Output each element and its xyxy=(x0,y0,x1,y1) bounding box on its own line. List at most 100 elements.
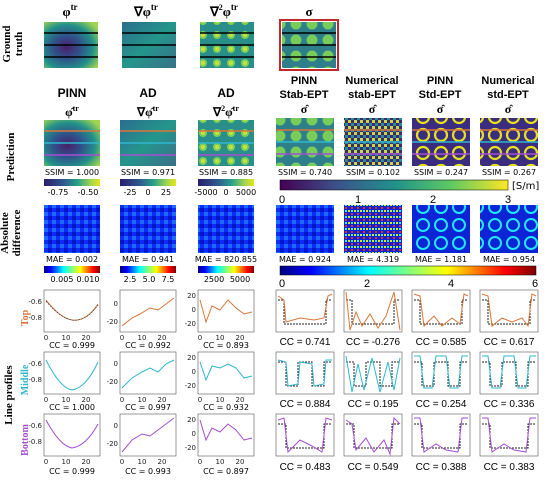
r0-c2-ytick-2: -20 xyxy=(185,320,196,328)
sigma-colorbar-tick-3: 3 xyxy=(505,194,511,206)
cc-r1-c1: CC = 0.997 xyxy=(125,403,171,412)
col-header-2-line-0: AD xyxy=(217,86,235,100)
diff-image-6 xyxy=(480,205,538,253)
col-header-3-line-1: Stab-EPT xyxy=(280,89,329,101)
r2-c1-ytick-0: 0 xyxy=(114,422,118,430)
profile-r1-c2-curve xyxy=(199,361,253,382)
diff-wide-colorbar-tick-2: 4 xyxy=(448,278,454,290)
profile-row-middle-label: Middle xyxy=(20,364,31,395)
cc-r2-c1: CC = 0.993 xyxy=(125,467,171,476)
r0-c2-ytick-1: 0 xyxy=(192,306,196,314)
diff-wide-colorbar-tick-1: 2 xyxy=(364,278,370,290)
cc-r2-c5: CC = 0.388 xyxy=(416,462,467,473)
pred-colorbar-2 xyxy=(198,179,254,186)
profile-r1-c6-curve xyxy=(482,355,536,389)
r2-c1-xtick-0: 0 xyxy=(120,458,124,466)
col-header-6-line-0: Numerical xyxy=(481,75,534,87)
row-label-ground-truth: Groundtruth xyxy=(1,25,25,62)
profile-r0-c4-curve xyxy=(345,291,401,331)
cc-r0-c1: CC = 0.992 xyxy=(125,341,171,350)
ssim-1: SSIM = 0.971 xyxy=(121,168,175,177)
gt-title-sigma: σ xyxy=(305,4,312,19)
r2-c1-xtick-1: 10 xyxy=(138,458,147,466)
col-header-2-symbol: ∇2φ̂tr xyxy=(212,104,239,119)
profile-r2-c3-curve xyxy=(277,417,333,454)
r0-c1-ytick-1: -20 xyxy=(107,318,118,326)
pred-colorbar-2-tick-2: 5000 xyxy=(236,188,256,197)
col-header-4: Numerical stab-EPT σ̂ xyxy=(345,75,398,116)
cc-r0-c2: CC = 0.893 xyxy=(203,341,249,350)
profile-r0-c3-curve xyxy=(277,293,333,323)
r1-c0-xtick-2: 20 xyxy=(82,396,91,404)
mae-6: MAE = 0.954 xyxy=(483,255,535,264)
r1-c0-xtick-1: 10 xyxy=(62,396,71,404)
profile-r1-c0 xyxy=(43,351,101,395)
col-header-0-symbol: φ̂tr xyxy=(65,104,79,119)
pred-colorbar-2-tick-0: -5000 xyxy=(194,188,217,197)
row-label-line-profiles: Line profiles xyxy=(3,365,15,425)
r0-c1-xtick-2: 20 xyxy=(158,334,167,342)
col-header-0-line-0: PINN xyxy=(58,86,87,100)
col-header-6-line-1: std-EPT xyxy=(487,89,529,101)
profile-r1-c3 xyxy=(275,351,335,395)
r2-c2-xtick-2: 20 xyxy=(236,458,245,466)
profile-r1-c5-curve xyxy=(414,355,468,389)
profile-r2-c4 xyxy=(343,413,403,457)
cc-r2-c2: CC = 0.897 xyxy=(203,467,249,476)
diff-colorbar-1-tick-2: 7.5 xyxy=(162,275,175,284)
diff-colorbar-2-tick-1: 5000 xyxy=(230,275,250,284)
profile-r1-c2 xyxy=(197,351,255,395)
diff-image-0 xyxy=(44,205,100,253)
diff-colorbar-2-tick-0: 2500 xyxy=(204,275,224,284)
diff-image-2 xyxy=(198,205,254,253)
gt-title-grad: ∇φtr xyxy=(133,2,158,19)
sigma-profiles xyxy=(277,291,537,456)
r1-c1-ytick-1: -20 xyxy=(107,378,118,386)
col-header-4-line-2: σ̂ xyxy=(369,102,378,116)
diff-image-5 xyxy=(412,205,470,253)
ssim-6: SSIM = 0.267 xyxy=(482,168,536,177)
mae-3: MAE = 0.924 xyxy=(279,255,331,264)
profile-r2-c4-curve xyxy=(345,416,401,456)
svg-text:∇2φtr: ∇2φtr xyxy=(209,2,238,19)
profile-r1-c5 xyxy=(411,351,471,395)
r2-c2-xtick-1: 10 xyxy=(216,458,225,466)
cc-r2-c4: CC = 0.549 xyxy=(348,462,399,473)
col-header-4-line-1: stab-EPT xyxy=(348,89,396,101)
r1-c2-ytick-2: -20 xyxy=(185,382,196,390)
profile-r2-c0 xyxy=(43,413,101,457)
svg-text:∇φtr: ∇φtr xyxy=(133,2,158,19)
r0-c0-ytick-1: -0.8 xyxy=(28,314,42,322)
mae-5: MAE = 1.181 xyxy=(415,255,467,264)
cc-labels: CC = 0.999 CC = 0.992 CC = 0.893 CC = 0.… xyxy=(49,337,535,476)
profile-r0-c3 xyxy=(275,289,335,333)
profile-r2-c5 xyxy=(411,413,471,457)
cc-r1-c5: CC = 0.254 xyxy=(416,399,467,410)
r0-c2-xtick-1: 10 xyxy=(216,334,225,342)
r0-c2-ytick-0: 20 xyxy=(187,292,196,300)
r1-c2-ytick-0: 20 xyxy=(187,354,196,362)
diff-colorbar-1 xyxy=(120,266,176,273)
gt-title-phi: φtr xyxy=(62,2,77,19)
svg-text:φtr: φtr xyxy=(62,2,77,19)
profile-r0-c0 xyxy=(43,289,101,333)
profile-r1-c4-curve xyxy=(345,355,401,393)
col-header-4-line-0: Numerical xyxy=(345,75,398,87)
profile-row-bottom-label: Bottom xyxy=(20,424,31,456)
row-label-abs-diff: Absolutedifference xyxy=(0,209,23,256)
profile-r2-c6-curve xyxy=(482,417,536,453)
diff-colorbar-0-tick-0: 0.005 xyxy=(51,275,74,284)
profile-r2-c2 xyxy=(197,413,255,457)
profile-r2-c1-curve xyxy=(121,417,175,453)
profile-r1-c3-ref xyxy=(278,361,332,387)
sigma-colorbar-tick-1: 1 xyxy=(355,194,361,206)
pred-colorbar-1-tick-1: 0 xyxy=(145,188,150,197)
sigma-colorbar-tick-0: 0 xyxy=(279,194,285,206)
r0-c0-xtick-0: 0 xyxy=(44,334,48,342)
r0-c1-ytick-0: 0 xyxy=(114,300,118,308)
sigma-colorbar-tick-2: 2 xyxy=(430,194,436,206)
cc-r0-c5: CC = 0.585 xyxy=(416,337,467,348)
col-header-5: PINN Std-EPT σ̂ xyxy=(419,75,462,116)
diff-colorbar-1-tick-1: 5.0 xyxy=(143,275,156,284)
